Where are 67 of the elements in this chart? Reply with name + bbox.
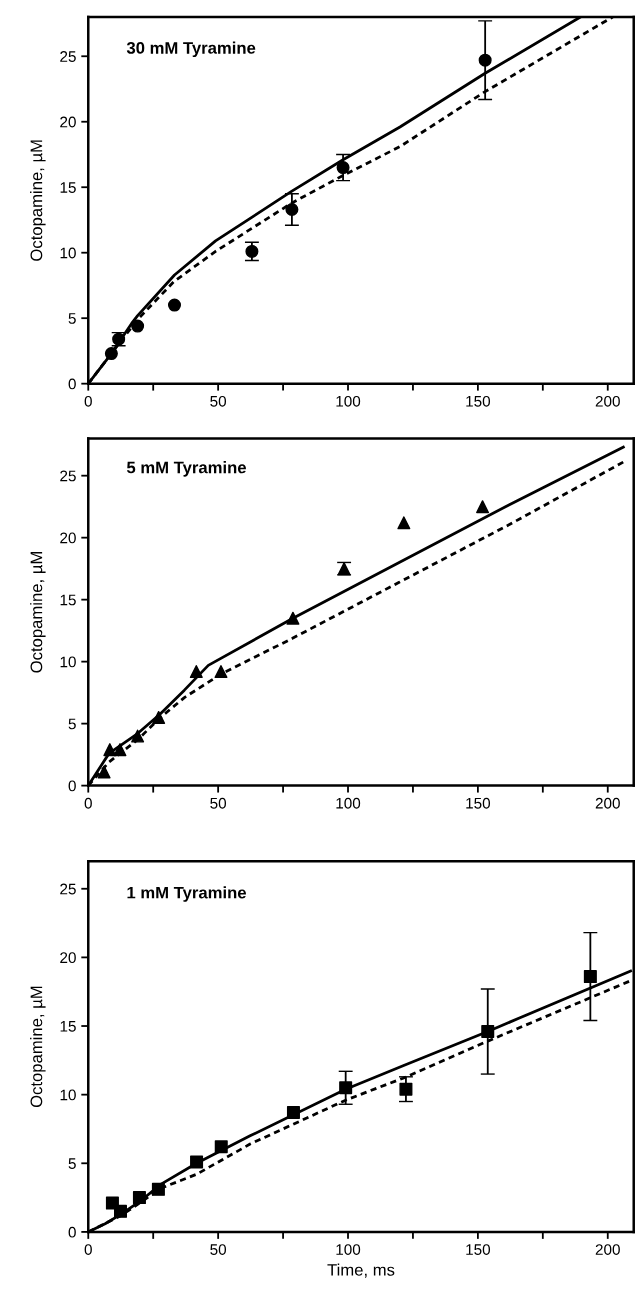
point [132,1191,146,1205]
point [214,1140,228,1154]
point [151,1182,165,1196]
y-axis-title: Octopamine, µM [30,552,46,673]
point [339,1081,353,1095]
point [214,665,228,679]
y-tick-label: 25 [60,883,76,895]
x-tick-label: 50 [210,797,227,809]
x-tick-label: 150 [466,395,491,407]
point [286,611,300,625]
y-tick-label: 10 [60,656,76,668]
x-tick-label: 100 [336,395,361,407]
x-tick-label: 0 [84,797,92,809]
point [113,743,127,757]
x-tick-label: 50 [210,395,227,407]
y-tick-label: 15 [60,182,76,193]
x-tick-label: 0 [84,395,92,407]
y-tick-label: 25 [60,470,76,482]
y-tick-label: 15 [60,594,76,606]
text: 1 mM Tyramine [127,886,246,902]
y-tick-label: 25 [60,51,76,62]
point [113,1204,127,1218]
point [286,1105,300,1120]
x-tick-label: 200 [595,395,620,407]
y-tick-label: 15 [60,1021,76,1032]
point [103,743,117,757]
x-axis-title: Time, ms [327,1263,395,1278]
point [97,765,111,779]
y-tick-label: 20 [60,532,76,544]
point [104,347,118,361]
x-tick-label: 200 [595,1244,620,1255]
y-tick-label: 5 [68,1158,76,1169]
x-tick-label: 100 [336,1244,361,1255]
text: 5 mM Tyramine [126,461,246,477]
y-tick-label: 0 [68,378,76,390]
y-tick-label: 0 [68,780,76,792]
y-axis-title: Octopamine, µM [30,140,46,261]
point [152,710,166,724]
point [190,1155,204,1169]
y-tick-label: 5 [68,718,76,730]
point [131,319,145,333]
x-tick-label: 0 [84,1244,92,1255]
point [336,161,350,175]
y-tick-label: 20 [60,952,76,964]
x-tick-label: 200 [595,797,620,809]
y-tick-label: 10 [60,247,76,259]
x-tick-label: 150 [466,1244,491,1255]
y-tick-label: 5 [68,313,76,324]
point [478,53,492,67]
point [476,500,490,514]
point [167,298,182,312]
x-tick-label: 100 [336,797,361,809]
point [131,729,145,743]
y-tick-label: 0 [68,1226,76,1238]
text: 30 mM Tyramine [126,41,256,58]
y-axis-title: Octopamine, µM [30,986,46,1108]
point [285,202,299,216]
x-tick-label: 50 [210,1244,227,1255]
x-tick-label: 150 [466,797,491,809]
point [399,1082,413,1096]
point [245,244,259,258]
y-tick-label: 20 [60,116,76,128]
point [189,665,203,679]
point [397,516,411,530]
point [583,970,597,984]
y-tick-label: 10 [60,1089,76,1101]
point [481,1025,495,1039]
